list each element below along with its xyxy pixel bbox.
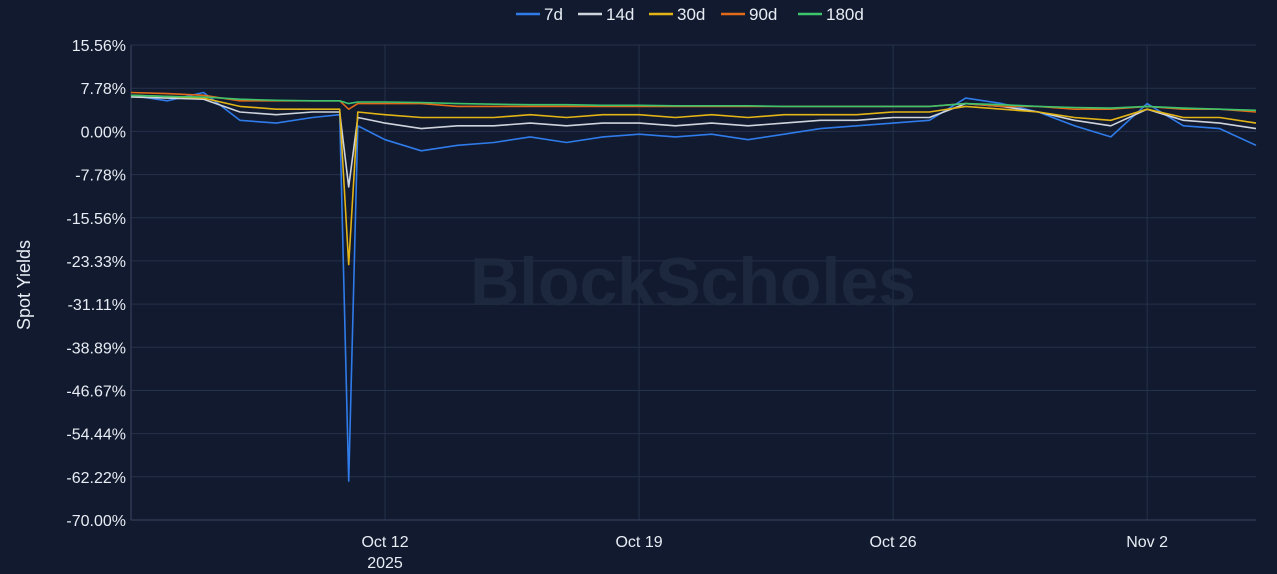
y-axis-label: Spot Yields (14, 240, 34, 330)
legend-item-180d[interactable]: 180d (798, 5, 864, 24)
y-tick-label: 15.56% (72, 38, 126, 55)
legend-label: 7d (544, 5, 563, 24)
series-line-180d (130, 94, 1257, 112)
legend: 7d 14d 30d 90d 180d (516, 5, 864, 24)
x-tick-sublabel: 2025 (367, 555, 403, 569)
series-line-30d (130, 94, 1257, 266)
legend-item-90d[interactable]: 90d (721, 5, 777, 24)
y-tick-label: -23.33% (66, 254, 126, 271)
y-tick-label: -70.00% (66, 513, 126, 530)
y-tick-label: -38.89% (66, 340, 126, 357)
y-tick-label: -31.11% (68, 297, 126, 314)
x-tick-label: Oct 12 (361, 534, 408, 551)
x-tick-label: Nov 2 (1126, 534, 1168, 551)
watermark-text: BlockScholes (470, 244, 916, 320)
y-tick-label: -46.67% (66, 383, 126, 400)
y-axis-ticks: 15.56% 7.78% 0.00% -7.78% -15.56% -23.33% -31.… (66, 38, 126, 530)
x-tick-label: Oct 19 (615, 534, 662, 551)
x-tick-label: Oct 26 (870, 534, 917, 551)
legend-item-30d[interactable]: 30d (649, 5, 705, 24)
y-tick-label: -54.44% (66, 427, 126, 444)
legend-label: 180d (826, 5, 864, 24)
x-axis-ticks: Oct 12 2025 Oct 19 Oct 26 Nov 2 (361, 534, 1168, 572)
legend-label: 30d (677, 5, 705, 24)
y-tick-label: -7.78% (75, 168, 126, 185)
grid-layer (130, 44, 1256, 521)
legend-item-14d[interactable]: 14d (578, 5, 634, 24)
series-layer (130, 91, 1257, 482)
y-tick-label: -15.56% (66, 211, 126, 228)
y-tick-label: 0.00% (81, 124, 126, 141)
legend-label: 90d (749, 5, 777, 24)
y-tick-label: -62.22% (66, 470, 126, 487)
y-tick-label: 7.78% (81, 81, 126, 98)
series-line-14d (130, 96, 1257, 188)
legend-label: 14d (606, 5, 634, 24)
series-line-7d (130, 91, 1257, 482)
legend-item-7d[interactable]: 7d (516, 5, 563, 24)
